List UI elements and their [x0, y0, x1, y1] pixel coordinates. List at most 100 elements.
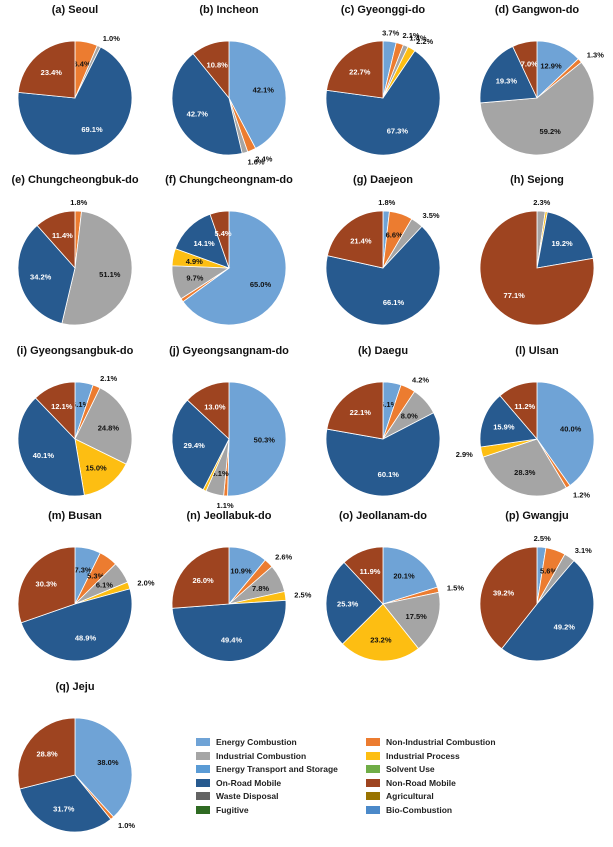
pie-chart-n-jeollabuk-do: (n) Jeollabuk-do 10.9% 2.6% 7.8% 2.5% 49.4% 26…: [171, 510, 312, 662]
legend-swatch: [196, 751, 210, 760]
legend-swatch: [196, 778, 210, 787]
legend-item-non-industrial-combustion: Non-Industrial Combustion: [366, 737, 496, 747]
legend-label: Non-Road Mobile: [386, 777, 456, 788]
pie-slice-non-road-mobile: [17, 546, 76, 624]
pie-data-label: 13.0%: [204, 403, 226, 412]
legend-swatch: [366, 805, 380, 814]
pie-data-label: 11.9%: [360, 567, 381, 576]
pie-slice-on-road-mobile: [501, 560, 595, 662]
pie-chart-p-gwangju: (p) Gwangju 2.5% 5.6% 3.1% 49.2% 39.2%: [479, 510, 595, 662]
pie-title: (n) Jeollabuk-do: [187, 510, 272, 522]
pie-chart-k-daegu: (k) Daegu 5.1% 4.2% 8.0% 60.1% 22.1%: [325, 345, 441, 497]
pie-data-label: 2.2%: [416, 37, 433, 46]
pie-data-label: 1.0%: [118, 821, 135, 830]
pie-data-label: 34.2%: [30, 273, 52, 282]
pie-slice-on-road-mobile: [479, 45, 538, 104]
pie-data-label: 2.9%: [456, 450, 473, 459]
pie-slice-energy-combustion: [227, 381, 287, 497]
legend-label: Energy Transport and Storage: [216, 764, 338, 774]
pie-title: (k) Daegu: [358, 345, 408, 357]
pie-title: (i) Gyeongsangbuk-do: [17, 345, 134, 357]
pie-data-label: 2.6%: [275, 553, 292, 562]
pie-data-label: 11.4%: [52, 231, 73, 240]
legend-swatch: [366, 765, 380, 773]
pie-data-label: 6.6%: [386, 231, 403, 240]
pie-chart-a-seoul: (a) Seoul 6.4% 1.0% 69.1% 23.4%: [17, 4, 133, 156]
pie-data-label: 19.3%: [496, 76, 518, 85]
pie-chart-h-sejong: (h) Sejong 2.3% 19.2% 77.1%: [479, 174, 595, 326]
legend-item-agricultural: Agricultural: [366, 791, 434, 801]
pie-data-label: 19.2%: [551, 239, 573, 248]
pie-data-label: 49.4%: [221, 635, 243, 644]
pie-slice-non-road-mobile: [499, 381, 538, 441]
legend-item-energy-combustion: Energy Combustion: [196, 737, 297, 747]
pie-data-label: 8.0%: [401, 411, 418, 420]
pie-slice-non-road-mobile: [326, 40, 384, 99]
pie-chart-m-busan: (m) Busan 7.3%5.3%6.1% 2.0% 48.9% 30.3%: [17, 510, 155, 662]
pie-data-label: 39.2%: [493, 588, 515, 597]
pie-chart-l-ulsan: (l) Ulsan 40.0% 1.2% 28.3% 2.9% 15.9% 11.2%: [456, 345, 595, 499]
pie-data-label: 4.9%: [186, 257, 203, 266]
pie-chart-e-chungcheongbuk-do: (e) Chungcheongbuk-do 1.8% 51.1% 34.2% 11.4%: [11, 174, 139, 326]
pie-data-label: 50.3%: [254, 435, 276, 444]
pie-data-label: 22.1%: [350, 408, 372, 417]
pie-slice-on-road-mobile: [17, 46, 133, 156]
pie-slice-energy-combustion: [536, 381, 595, 487]
pie-data-label: 20.1%: [393, 572, 415, 581]
pie-slice-energy-combustion: [74, 717, 133, 818]
pie-slice-on-road-mobile: [325, 225, 441, 326]
pie-data-label: 66.1%: [383, 298, 405, 307]
pie-data-label: 2.1%: [403, 31, 420, 40]
pie-data-label: 10.8%: [207, 61, 229, 70]
pie-data-label: 3.5%: [423, 211, 440, 220]
pie-data-label: 30.3%: [36, 580, 58, 589]
pie-data-label: 9.7%: [186, 273, 203, 282]
pie-slice-on-road-mobile: [171, 53, 243, 156]
pie-slice-non-road-mobile: [209, 210, 230, 269]
pie-title: (c) Gyeonggi-do: [341, 4, 426, 16]
pie-title: (d) Gangwon-do: [495, 4, 580, 16]
pie-data-label: 7.3%: [74, 566, 91, 575]
legend-item-on-road-mobile: On-Road Mobile: [196, 778, 281, 788]
pie-slice-on-road-mobile: [17, 224, 76, 324]
pie-data-label: 2.0%: [137, 579, 154, 588]
pie-slice-industrial-process: [341, 603, 420, 662]
pie-slice-non-road-mobile: [192, 40, 230, 100]
pie-data-label: 17.5%: [406, 612, 428, 621]
pie-data-label: 40.0%: [560, 424, 582, 433]
legend-label: Waste Disposal: [216, 791, 279, 801]
pie-title: (b) Incheon: [199, 4, 259, 16]
pie-data-label: 65.0%: [250, 280, 272, 289]
legend: Energy Combustion Non-Industrial Combusti…: [196, 737, 556, 817]
legend-swatch: [196, 765, 210, 773]
legend-label: Bio-Combustion: [386, 804, 453, 815]
pie-slice-non-road-mobile: [186, 381, 230, 440]
pie-title: (j) Gyeongsangnam-do: [169, 345, 289, 357]
pie-data-label: 67.3%: [387, 126, 409, 135]
pie-data-label: 48.9%: [75, 634, 97, 643]
pie-data-label: 10.9%: [230, 567, 252, 576]
pie-data-label: 11.2%: [514, 402, 535, 411]
pie-slice-energy-combustion: [182, 210, 287, 326]
pie-slice-on-road-mobile: [325, 412, 441, 497]
pie-slice-industrial-combustion: [482, 438, 567, 497]
pie-chart-j-gyeongsangnam-do: (j) Gyeongsangnam-do 50.3% 1.1% 5.1% 29.4% 13…: [169, 345, 289, 510]
pie-title: (q) Jeju: [55, 681, 94, 693]
pie-data-label: 5.1%: [72, 400, 89, 409]
pie-slice-non-road-mobile: [512, 40, 538, 99]
pie-data-label: 1.5%: [447, 583, 464, 592]
pie-slice-on-road-mobile: [536, 211, 594, 269]
pie-slice-non-road-mobile: [171, 546, 230, 609]
legend-label: Non-Industrial Combustion: [386, 737, 496, 747]
legend-item-non-road-mobile: Non-Road Mobile: [366, 778, 456, 788]
pie-chart-i-gyeongsangbuk-do: (i) Gyeongsangbuk-do 5.1% 2.1% 24.8% 15.0% 40…: [17, 345, 134, 497]
pie-slice-industrial-combustion: [479, 61, 595, 156]
pie-chart-b-incheon: (b) Incheon 42.1% 2.4%1.6% 42.7% 10.8%: [171, 4, 287, 166]
pie-slice-energy-combustion: [228, 40, 287, 149]
legend-swatch: [366, 738, 380, 746]
pie-chart-q-jeju: (q) Jeju 38.0% 1.0% 31.7% 28.8%: [17, 681, 135, 833]
pie-slice-on-road-mobile: [171, 399, 230, 491]
pie-data-label: 5.6%: [540, 567, 557, 576]
pie-data-label: 4.2%: [412, 376, 429, 385]
pie-data-label: 42.1%: [253, 86, 275, 95]
